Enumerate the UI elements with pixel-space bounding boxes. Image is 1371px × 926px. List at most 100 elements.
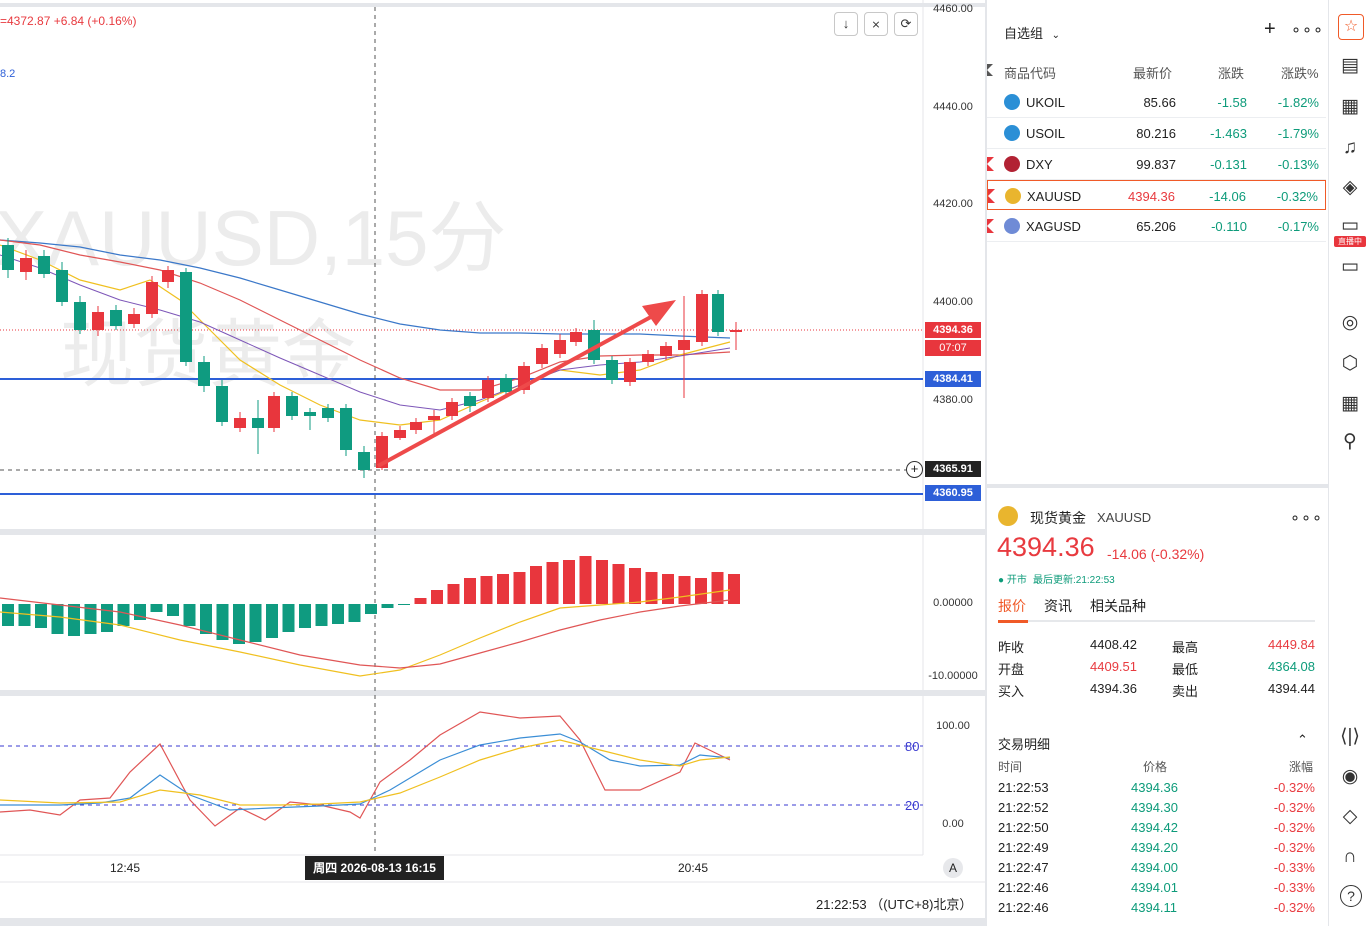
chart-area[interactable]: XAUUSD,15分 现货黄金 =4372.87 +6.84 (+0.16%) <box>0 0 985 926</box>
trade-price: 4394.36 <box>1131 780 1178 795</box>
macd-histogram <box>2 556 740 644</box>
flag-icon[interactable] <box>987 157 994 171</box>
live-video-icon[interactable]: ▭ <box>1341 215 1359 236</box>
headset-icon[interactable]: ∩ <box>1343 846 1357 867</box>
chart-svg[interactable]: XAUUSD,15分 现货黄金 <box>0 0 985 926</box>
candle-body <box>642 354 654 362</box>
trade-time: 21:22:49 <box>998 840 1049 855</box>
watchlist-row-ukoil[interactable]: UKOIL 85.66 -1.58 -1.82% <box>987 87 1326 118</box>
row-change: -1.463 <box>1210 126 1247 141</box>
candle-body <box>322 408 334 418</box>
row-change-pct: -0.32% <box>1276 189 1318 204</box>
legend-change: +6.84 (+0.16%) <box>53 14 137 28</box>
flag-icon[interactable] <box>987 219 994 233</box>
quote-stat-row: 开盘 4409.51 最低 4364.08 <box>998 659 1315 679</box>
download-button[interactable]: ↓ <box>834 12 858 36</box>
eye-icon[interactable]: ◉ <box>1341 766 1359 787</box>
group-selector[interactable]: 自选组 ⌄ <box>1004 23 1060 42</box>
trade-price: 4394.01 <box>1131 880 1178 895</box>
panel-separator-1[interactable] <box>0 529 985 535</box>
stat-label: 最低 <box>1172 662 1199 677</box>
bell-icon[interactable]: ♫ <box>1342 137 1358 158</box>
trades-header-change: 涨幅 <box>1289 760 1314 774</box>
header-flag-icon[interactable] <box>987 64 993 76</box>
add-symbol-icon[interactable]: + <box>1264 18 1276 40</box>
panel-divider-horizontal[interactable] <box>987 484 1328 488</box>
academy-icon[interactable]: ⬡ <box>1341 353 1359 374</box>
candle-body <box>252 418 264 428</box>
table-icon[interactable]: ▦ <box>1341 393 1359 414</box>
handshake-icon[interactable]: ◇ <box>1342 806 1358 827</box>
trend-arrow-line[interactable] <box>377 310 661 468</box>
price-axis-label: 4420.00 <box>933 198 973 210</box>
tab-news[interactable]: 资讯 <box>1044 598 1072 614</box>
refresh-button[interactable]: ⟳ <box>894 12 918 36</box>
clock-timezone[interactable]: 21:22:53 （(UTC+8)北京） <box>816 897 973 912</box>
flag-icon[interactable] <box>988 189 995 203</box>
watchlist-icon[interactable]: ☆ <box>1338 14 1364 40</box>
refresh-icon: ⟳ <box>900 16 912 31</box>
watchlist-row-xauusd[interactable]: XAUUSD 4394.36 -14.06 -0.32% <box>987 180 1326 210</box>
more-icon[interactable]: ∘∘∘ <box>1291 22 1325 39</box>
more-icon[interactable]: ∘∘∘ <box>1290 510 1324 527</box>
watchlist-header: 商品代码 最新价 涨跌 涨跌% <box>987 61 1326 81</box>
chevron-up-icon[interactable]: ⌃ <box>1297 732 1308 747</box>
candle-body <box>660 346 672 356</box>
row-last: 85.66 <box>1143 95 1176 110</box>
row-change-pct: -0.17% <box>1277 219 1319 234</box>
watchlist-row-usoil[interactable]: USOIL 80.216 -1.463 -1.79% <box>987 118 1326 149</box>
auto-scale-button[interactable]: A <box>943 858 963 878</box>
header-change-pct[interactable]: 涨跌% <box>1281 66 1319 81</box>
collapse-button[interactable]: ⨯ <box>864 12 888 36</box>
kdj-axis-label: 80 <box>905 739 920 754</box>
notes-icon[interactable]: ▤ <box>1341 55 1359 76</box>
macd-bar <box>612 564 625 604</box>
detail-name: 现货黄金 <box>1030 510 1086 526</box>
kdj-axis-label: 20 <box>905 798 920 813</box>
candle-body <box>216 386 228 422</box>
layers-icon[interactable]: ◈ <box>1342 177 1358 198</box>
candle-body <box>730 330 742 332</box>
candle-body <box>74 302 86 330</box>
trade-row: 21:22:53 4394.36 -0.32% <box>998 780 1315 800</box>
header-code[interactable]: 商品代码 <box>1004 66 1057 81</box>
help-icon[interactable]: ? <box>1340 885 1362 907</box>
trade-time: 21:22:53 <box>998 780 1049 795</box>
trade-change: -0.32% <box>1273 820 1315 835</box>
macd-bar <box>530 566 542 604</box>
candlestick-series[interactable] <box>2 238 742 478</box>
candle-body <box>286 396 298 416</box>
trade-row: 21:22:46 4394.11 -0.32% <box>998 900 1315 920</box>
trade-time: 21:22:46 <box>998 880 1049 895</box>
tab-quote[interactable]: 报价 <box>998 598 1026 614</box>
tab-related[interactable]: 相关品种 <box>1090 598 1146 614</box>
candle-body <box>20 258 32 272</box>
crosshair-time-tag: 周四 2026-08-13 16:15 <box>305 856 444 880</box>
calendar-icon[interactable]: ▦ <box>1341 96 1359 117</box>
macd-bar <box>167 604 179 616</box>
row-change: -14.06 <box>1209 189 1246 204</box>
panel-separator-2[interactable] <box>0 690 985 696</box>
macd-bar <box>84 604 97 634</box>
macd-bar <box>398 604 410 605</box>
chat-icon[interactable]: ▭ <box>1341 256 1359 277</box>
collapse-icon: ⨯ <box>871 19 881 31</box>
watchlist-row-xagusd[interactable]: XAGUSD 65.206 -0.110 -0.17% <box>987 211 1326 242</box>
compare-icon[interactable]: ⟨|⟩ <box>1340 726 1360 747</box>
header-last[interactable]: 最新价 <box>1133 66 1173 81</box>
target-icon[interactable]: ◎ <box>1341 312 1359 333</box>
watchlist-row-dxy[interactable]: DXY 99.837 -0.131 -0.13% <box>987 149 1326 180</box>
candle-body <box>624 362 636 382</box>
trade-price: 4394.00 <box>1131 860 1178 875</box>
network-icon[interactable]: ⚲ <box>1343 431 1357 452</box>
add-alert-icon[interactable]: + <box>906 461 923 478</box>
legend-price: =4372.87 <box>0 14 51 28</box>
trade-row: 21:22:46 4394.01 -0.33% <box>998 880 1315 900</box>
candle-body <box>92 312 104 330</box>
trade-change: -0.32% <box>1273 900 1315 915</box>
trend-arrow-head[interactable] <box>642 300 676 326</box>
trade-row: 21:22:49 4394.20 -0.32% <box>998 840 1315 860</box>
panel-divider[interactable] <box>985 0 987 926</box>
macd-bar <box>480 576 493 604</box>
header-change[interactable]: 涨跌 <box>1218 66 1245 81</box>
